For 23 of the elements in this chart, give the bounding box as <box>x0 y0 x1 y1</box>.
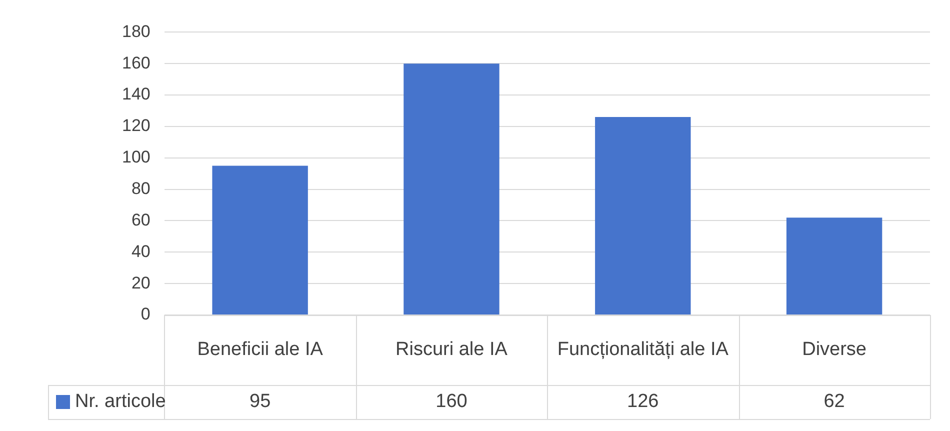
bar <box>212 166 308 314</box>
data-label: 126 <box>627 391 659 412</box>
legend-label: Nr. articole <box>75 391 166 412</box>
x-tick-label: Diverse <box>802 339 866 360</box>
data-label: 95 <box>250 391 271 412</box>
y-tick-label: 80 <box>131 179 150 198</box>
y-tick-label: 40 <box>131 242 150 261</box>
bar <box>595 117 691 314</box>
x-tick-label: Riscuri ale IA <box>396 339 508 360</box>
y-tick-label: 20 <box>131 273 150 292</box>
y-tick-label: 160 <box>122 53 150 72</box>
bar <box>404 64 500 314</box>
data-label: 160 <box>436 391 468 412</box>
y-tick-label: 60 <box>131 210 150 230</box>
x-tick-label: Beneficii ale IA <box>197 339 324 360</box>
y-tick-label: 120 <box>122 116 150 136</box>
y-tick-label: 140 <box>122 84 150 104</box>
y-tick-label: 100 <box>122 148 150 167</box>
bar <box>786 218 882 314</box>
x-tick-label: Funcționalități ale IA <box>557 339 729 360</box>
data-label: 62 <box>824 391 845 412</box>
y-tick-label: 180 <box>122 22 150 41</box>
y-tick-label: 0 <box>140 304 150 324</box>
